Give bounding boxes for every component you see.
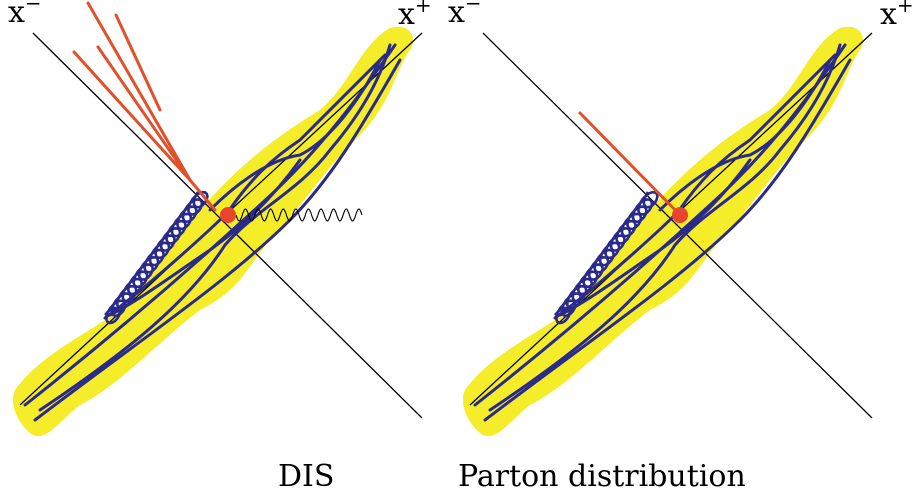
quark-jet [72, 50, 192, 182]
dis-panel: x− x+ [8, 0, 432, 437]
x-minus-axis [32, 32, 423, 419]
quark-jet [96, 45, 192, 182]
x-plus-label: x+ [398, 0, 432, 32]
quark-jet [114, 13, 162, 112]
caption-parton-distribution: Parton distribution [458, 459, 746, 494]
x-minus-label: x− [448, 0, 482, 30]
parton-line [33, 58, 402, 422]
gluon-coil [104, 190, 209, 325]
parton-line [553, 53, 837, 320]
parton-line [488, 43, 842, 412]
vertex-dot [672, 207, 688, 223]
gluon-coil [554, 190, 659, 325]
parton-line [103, 53, 387, 320]
photon-line [235, 208, 363, 222]
parton-line [658, 58, 832, 212]
caption-dis: DIS [278, 459, 334, 494]
parton-line [558, 158, 752, 317]
parton-line [483, 58, 852, 422]
parton-line [108, 158, 302, 317]
x-plus-label: x+ [880, 0, 914, 32]
parton-line [208, 58, 382, 212]
x-minus-label: x− [8, 0, 42, 30]
quark-line [578, 111, 682, 217]
x-minus-axis [482, 32, 873, 419]
vertex-dot [220, 207, 236, 223]
parton-distribution-panel: x− x+ [448, 0, 914, 437]
